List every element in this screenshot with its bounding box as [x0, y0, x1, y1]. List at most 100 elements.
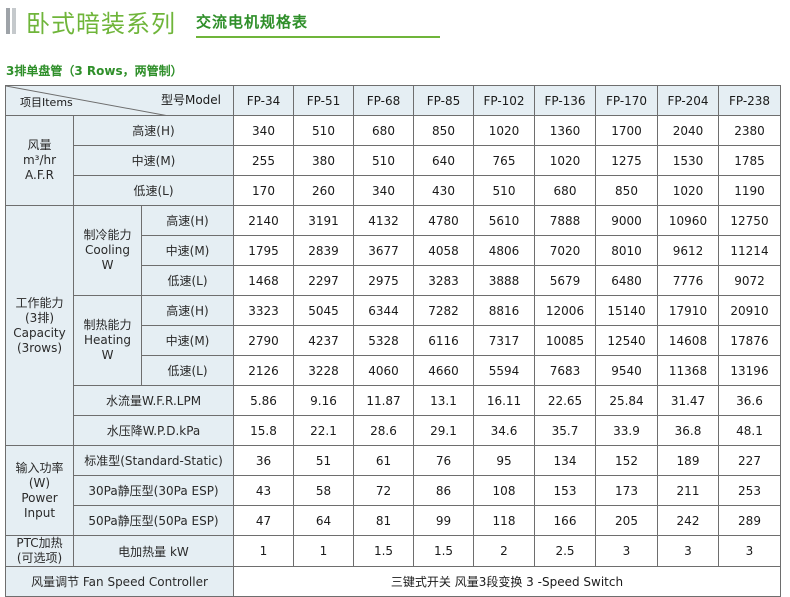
value-cell: 205 [595, 505, 658, 536]
value-cell: 7282 [413, 295, 474, 326]
airflow-row: 风量 m³/hr A.F.R 高速(H) 340 510 680 850 1020 1360 170… [5, 115, 781, 206]
value-cell: 58 [293, 475, 354, 506]
heating-label-line: W [101, 348, 114, 362]
value-cell: 510 [473, 175, 535, 206]
power-input-label: 输入功率 (W) Power Input [5, 445, 74, 536]
value-cell: 35.7 [534, 415, 596, 446]
value-cell: 1020 [534, 145, 596, 176]
value-cell: 2126 [233, 355, 294, 386]
value-cell: 4060 [353, 355, 414, 386]
page-subtitle: 交流电机规格表 [196, 13, 309, 31]
value-cell: 134 [534, 445, 596, 476]
value-cell: 10085 [534, 325, 596, 356]
value-cell: 99 [413, 505, 474, 536]
value-cell: 680 [534, 175, 596, 206]
value-cell: 2380 [718, 115, 781, 146]
value-cell: 3 [595, 535, 658, 567]
value-cell: 166 [534, 505, 596, 536]
capacity-label: 工作能力 (3排) Capacity (3rows) [5, 205, 74, 446]
value-cell: 5328 [353, 325, 414, 356]
value-cell: 36 [233, 445, 294, 476]
heating-label-line: Heating [83, 333, 132, 347]
cooling-label-line: W [101, 258, 114, 272]
value-cell: 1020 [657, 175, 719, 206]
value-cell: 289 [718, 505, 781, 536]
value-cell: 189 [657, 445, 719, 476]
speed-label: 高速(H) [141, 205, 234, 236]
value-cell: 3191 [293, 205, 354, 236]
value-cell: 4237 [293, 325, 354, 356]
speed-label: 中速(M) [73, 145, 234, 176]
value-cell: 1.5 [353, 535, 414, 567]
fan-control-row: 风量调节 Fan Speed Controller 三键式开关 风量3段变换 3 … [5, 566, 781, 597]
value-cell: 64 [293, 505, 354, 536]
power-type-label: 50Pa静压型(50Pa ESP) [73, 505, 234, 536]
value-cell: 4132 [353, 205, 414, 236]
value-cell: 1785 [718, 145, 781, 176]
value-cell: 17876 [718, 325, 781, 356]
value-cell: 7317 [473, 325, 535, 356]
value-cell: 5045 [293, 295, 354, 326]
model-header: FP-68 [353, 85, 414, 116]
value-cell: 76 [413, 445, 474, 476]
value-cell: 15.8 [233, 415, 294, 446]
water-flow-row: 水流量W.F.R.LPM 5.86 9.16 11.87 13.1 16.11 22.65 2… [6, 385, 781, 416]
header-accent-bar-light [12, 8, 16, 34]
value-cell: 3323 [233, 295, 294, 326]
value-cell: 28.6 [353, 415, 414, 446]
capacity-label-line: 工作能力 [15, 295, 64, 310]
value-cell: 4806 [473, 235, 535, 266]
value-cell: 260 [293, 175, 354, 206]
value-cell: 3 [657, 535, 719, 567]
value-cell: 340 [353, 175, 414, 206]
value-cell: 20910 [718, 295, 781, 326]
value-cell: 152 [595, 445, 658, 476]
cooling-label-line: Cooling [85, 243, 130, 257]
value-cell: 170 [233, 175, 294, 206]
airflow-label: 风量 m³/hr A.F.R [5, 115, 74, 206]
ptc-label: PTC加热 (可选项) [5, 535, 74, 567]
fan-control-value: 三键式开关 风量3段变换 3 -Speed Switch [233, 566, 781, 597]
value-cell: 255 [233, 145, 294, 176]
corner-item-label: 项目Items [20, 96, 73, 109]
value-cell: 8010 [595, 235, 658, 266]
value-cell: 3 [718, 535, 781, 567]
speed-label: 低速(L) [73, 175, 234, 206]
value-cell: 1468 [233, 265, 294, 296]
value-cell: 13.1 [413, 385, 474, 416]
power-type-label: 标准型(Standard-Static) [73, 445, 234, 476]
value-cell: 7683 [534, 355, 596, 386]
value-cell: 765 [473, 145, 535, 176]
value-cell: 9000 [595, 205, 658, 236]
value-cell: 6480 [595, 265, 658, 296]
value-cell: 7776 [657, 265, 719, 296]
value-cell: 36.8 [657, 415, 719, 446]
speed-label: 低速(L) [141, 355, 234, 386]
power-row: 30Pa静压型(30Pa ESP) 43 58 72 86 108 153 173 211 253 [6, 475, 781, 506]
airflow-row: 中速(M) 255 380 510 640 765 1020 1275 1530 1785 [6, 145, 781, 176]
heating-label: 制热能力 Heating W [73, 295, 142, 386]
value-cell: 29.1 [413, 415, 474, 446]
value-cell: 2839 [293, 235, 354, 266]
value-cell: 7888 [534, 205, 596, 236]
corner-model-label: 型号Model [160, 93, 221, 107]
model-header: FP-102 [473, 85, 535, 116]
value-cell: 48.1 [718, 415, 781, 446]
value-cell: 8816 [473, 295, 535, 326]
value-cell: 118 [473, 505, 535, 536]
table-corner-header: 型号Model 项目Items [5, 85, 234, 116]
value-cell: 1 [233, 535, 294, 567]
model-header: FP-170 [595, 85, 658, 116]
speed-label: 中速(M) [141, 235, 234, 266]
value-cell: 43 [233, 475, 294, 506]
value-cell: 86 [413, 475, 474, 506]
value-cell: 253 [718, 475, 781, 506]
value-cell: 9612 [657, 235, 719, 266]
value-cell: 6116 [413, 325, 474, 356]
page-header: 卧式暗装系列 交流电机规格表 [0, 0, 790, 46]
value-cell: 14608 [657, 325, 719, 356]
value-cell: 1190 [718, 175, 781, 206]
value-cell: 12006 [534, 295, 596, 326]
power-input-label-line: 输入功率 [15, 460, 64, 475]
fan-control-label: 风量调节 Fan Speed Controller [5, 566, 234, 597]
